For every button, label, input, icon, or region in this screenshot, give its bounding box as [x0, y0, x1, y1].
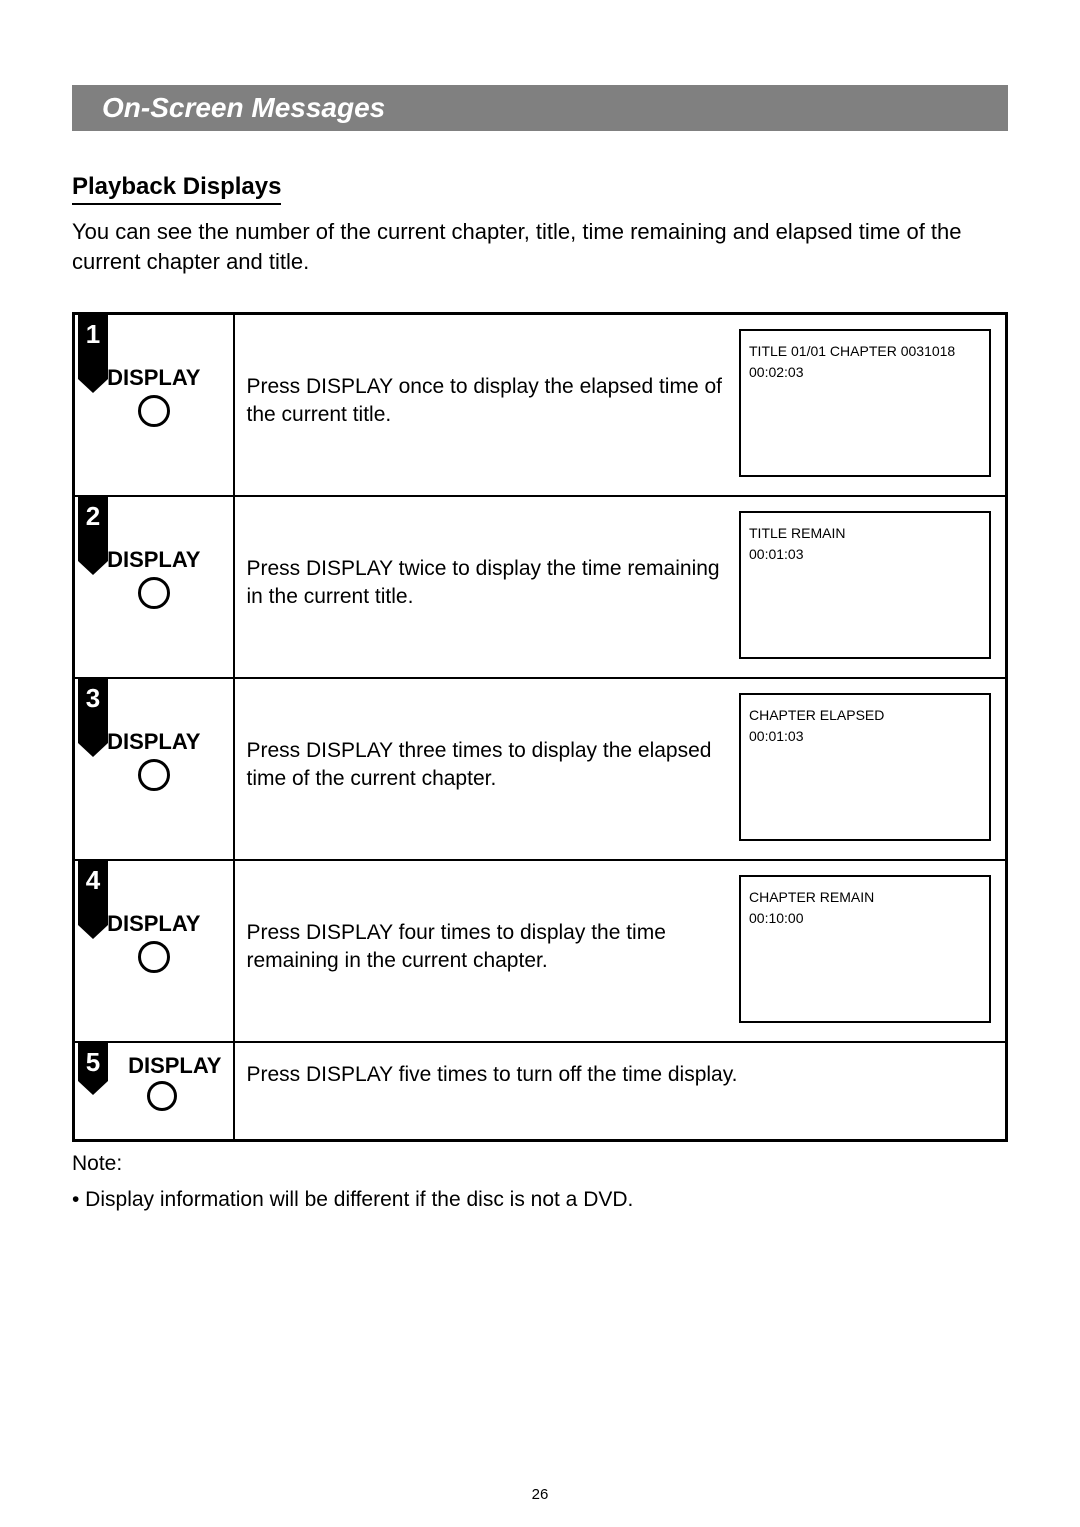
osd-line: TITLE 01/01 CHAPTER 0031018 — [749, 341, 981, 362]
step-content-cell: Press DISPLAY three times to display the… — [235, 679, 1006, 859]
osd-display-box: TITLE REMAIN 00:01:03 — [739, 511, 991, 659]
circle-button-icon — [138, 577, 170, 609]
osd-line: 00:10:00 — [749, 908, 981, 929]
table-row: 3 DISPLAY Press DISPLAY three times to d… — [74, 678, 1007, 860]
circle-button-icon — [138, 395, 170, 427]
osd-display-box: TITLE 01/01 CHAPTER 0031018 00:02:03 — [739, 329, 991, 477]
circle-button-icon — [138, 759, 170, 791]
table-row: 1 DISPLAY Press DISPLAY once to display … — [74, 314, 1007, 497]
step-description: Press DISPLAY once to display the elapse… — [247, 329, 724, 428]
step-number-badge: 1 — [78, 315, 108, 379]
step-description: Press DISPLAY twice to display the time … — [247, 511, 724, 610]
subsection-heading: Playback Displays — [72, 173, 281, 205]
table-row: 5 DISPLAY Press DISPLAY five times to tu… — [74, 1042, 1007, 1141]
display-button-label: DISPLAY — [128, 1053, 221, 1079]
step-content-cell: Press DISPLAY twice to display the time … — [235, 497, 1006, 677]
table-row: 2 DISPLAY Press DISPLAY twice to display… — [74, 496, 1007, 678]
step-number-badge: 5 — [78, 1043, 108, 1081]
step-badge-cell: 1 DISPLAY — [75, 315, 233, 495]
osd-line: 00:02:03 — [749, 362, 981, 383]
step-badge-cell: 4 DISPLAY — [75, 861, 233, 1041]
osd-line: CHAPTER REMAIN — [749, 887, 981, 908]
osd-line: 00:01:03 — [749, 544, 981, 565]
section-banner: On-Screen Messages — [72, 85, 1008, 131]
step-description: Press DISPLAY five times to turn off the… — [247, 1061, 992, 1088]
step-content-cell: Press DISPLAY four times to display the … — [235, 861, 1006, 1041]
page-number: 26 — [0, 1486, 1080, 1503]
step-content-cell: Press DISPLAY once to display the elapse… — [235, 315, 1006, 495]
note-label: Note: — [72, 1152, 1008, 1176]
step-description: Press DISPLAY four times to display the … — [247, 875, 724, 974]
circle-button-icon — [147, 1081, 177, 1111]
steps-table: 1 DISPLAY Press DISPLAY once to display … — [72, 312, 1008, 1142]
step-number-badge: 4 — [78, 861, 108, 925]
step-badge-cell: 3 DISPLAY — [75, 679, 233, 859]
osd-display-box: CHAPTER ELAPSED 00:01:03 — [739, 693, 991, 841]
step-description: Press DISPLAY three times to display the… — [247, 693, 724, 792]
osd-line: 00:01:03 — [749, 726, 981, 747]
table-row: 4 DISPLAY Press DISPLAY four times to di… — [74, 860, 1007, 1042]
note-bullet: • Display information will be different … — [72, 1188, 1008, 1212]
step-content-cell: Press DISPLAY five times to turn off the… — [235, 1043, 1006, 1139]
step-number-badge: 2 — [78, 497, 108, 561]
osd-display-box: CHAPTER REMAIN 00:10:00 — [739, 875, 991, 1023]
osd-line: CHAPTER ELAPSED — [749, 705, 981, 726]
circle-button-icon — [138, 941, 170, 973]
step-number-badge: 3 — [78, 679, 108, 743]
osd-line: TITLE REMAIN — [749, 523, 981, 544]
step-badge-cell: 2 DISPLAY — [75, 497, 233, 677]
step-badge-cell: 5 DISPLAY — [75, 1043, 233, 1139]
intro-paragraph: You can see the number of the current ch… — [72, 217, 1008, 276]
